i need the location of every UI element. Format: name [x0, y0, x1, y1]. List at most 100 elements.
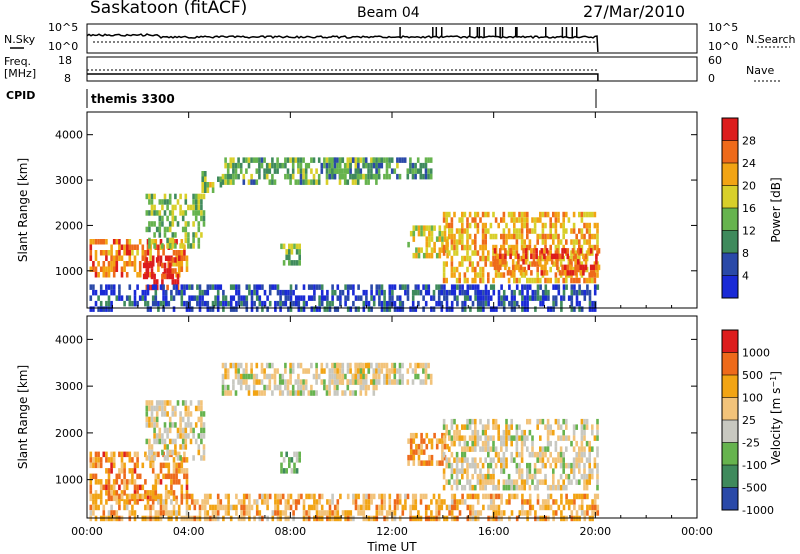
data-cell — [123, 484, 126, 491]
data-cell — [570, 277, 573, 284]
data-cell — [536, 272, 539, 278]
data-cell — [576, 248, 580, 254]
data-cell — [123, 451, 126, 458]
data-cell — [150, 199, 154, 205]
data-cell — [258, 390, 261, 396]
data-cell — [557, 289, 561, 296]
data-cell — [328, 510, 332, 516]
data-cell — [184, 422, 188, 428]
data-cell — [149, 504, 152, 511]
data-cell — [325, 179, 329, 185]
data-cell — [158, 215, 162, 222]
data-cell — [546, 255, 550, 262]
data-cell — [476, 462, 480, 469]
data-cell — [247, 179, 251, 185]
data-cell — [284, 499, 288, 505]
data-cell — [390, 362, 394, 369]
data-cell — [474, 277, 477, 284]
data-cell — [284, 368, 287, 374]
data-cell — [214, 300, 217, 307]
data-cell — [226, 162, 230, 169]
data-cell — [110, 261, 113, 267]
data-cell — [520, 228, 524, 234]
data-cell — [110, 244, 113, 250]
data-cell — [136, 484, 139, 491]
data-cell — [501, 259, 505, 265]
data-cell — [591, 300, 594, 307]
data-cell — [271, 162, 274, 169]
data-cell — [412, 449, 416, 455]
data-cell — [575, 295, 579, 301]
data-cell — [406, 368, 410, 374]
data-cell — [166, 226, 169, 233]
data-cell — [183, 493, 186, 500]
data-cell — [120, 244, 124, 250]
data-cell — [471, 261, 474, 267]
data-cell — [458, 479, 461, 485]
data-cell — [252, 373, 256, 380]
data-cell — [328, 168, 332, 174]
data-cell — [461, 484, 464, 491]
data-cell — [185, 284, 189, 290]
data-cell — [471, 250, 474, 256]
data-cell — [557, 484, 560, 491]
data-cell — [310, 504, 314, 511]
data-cell — [226, 173, 230, 180]
data-cell — [166, 284, 169, 291]
data-cell — [326, 499, 329, 505]
data-cell — [118, 493, 121, 500]
data-cell — [354, 373, 358, 380]
data-cell — [440, 306, 444, 312]
data-cell — [476, 211, 480, 218]
data-cell — [133, 490, 137, 496]
data-cell — [252, 379, 256, 385]
data-cell — [450, 244, 454, 251]
data-cell — [474, 440, 477, 447]
data-cell — [131, 244, 134, 250]
data-cell — [168, 268, 172, 274]
data-cell — [326, 510, 329, 516]
data-cell — [422, 284, 425, 290]
data-cell — [474, 266, 477, 273]
data-cell — [92, 510, 95, 516]
data-cell — [505, 424, 508, 430]
data-cell — [313, 289, 316, 296]
data-cell — [484, 244, 487, 251]
data-cell — [226, 179, 230, 185]
data-cell — [450, 233, 454, 240]
data-cell — [282, 468, 286, 474]
data-cell — [359, 510, 363, 516]
data-cell — [183, 451, 186, 458]
data-cell — [526, 418, 529, 425]
data-cell — [265, 162, 269, 169]
data-cell — [94, 255, 98, 261]
data-cell — [474, 217, 477, 223]
data-cell — [162, 306, 165, 312]
data-cell — [450, 435, 454, 441]
data-cell — [171, 204, 175, 211]
data-cell — [562, 277, 565, 284]
data-cell — [411, 504, 415, 511]
data-cell — [500, 510, 503, 516]
data-cell — [221, 379, 225, 385]
data-cell — [507, 277, 511, 284]
data-cell — [331, 493, 334, 500]
data-cell — [97, 493, 100, 500]
data-cell — [289, 289, 293, 296]
data-cell — [158, 405, 162, 412]
data-cell — [336, 362, 339, 369]
data-cell — [570, 239, 573, 245]
data-cell — [456, 300, 459, 307]
data-cell — [579, 270, 583, 276]
data-cell — [161, 215, 164, 222]
data-cell — [441, 241, 444, 248]
data-cell — [290, 243, 294, 250]
data-cell — [362, 368, 365, 374]
data-cell — [99, 306, 103, 312]
data-cell — [513, 289, 516, 296]
data-cell — [558, 270, 562, 276]
data-cell — [349, 306, 353, 312]
data-cell — [338, 379, 342, 385]
data-cell — [487, 446, 490, 452]
velocity-plot-frame — [86, 315, 698, 519]
